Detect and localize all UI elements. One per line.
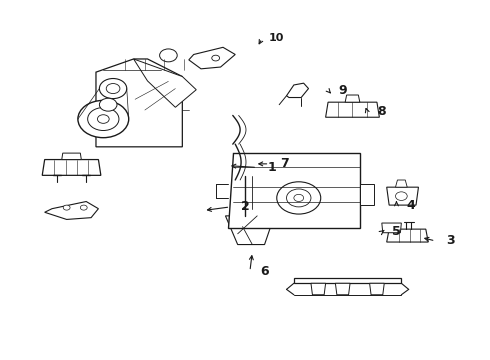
Polygon shape: [238, 158, 257, 176]
Circle shape: [395, 192, 407, 201]
Text: 1: 1: [268, 161, 276, 174]
Polygon shape: [62, 153, 81, 159]
Polygon shape: [189, 47, 235, 69]
Circle shape: [80, 205, 87, 210]
Circle shape: [106, 84, 120, 94]
Polygon shape: [395, 180, 407, 187]
Circle shape: [160, 49, 177, 62]
Polygon shape: [42, 159, 101, 175]
Text: 6: 6: [260, 265, 269, 278]
Circle shape: [99, 78, 127, 99]
Polygon shape: [287, 83, 309, 98]
Circle shape: [88, 108, 119, 131]
Text: 8: 8: [377, 105, 386, 118]
Circle shape: [287, 189, 311, 207]
Polygon shape: [360, 184, 374, 205]
Text: 10: 10: [269, 33, 285, 43]
Polygon shape: [326, 102, 379, 117]
Circle shape: [99, 98, 117, 111]
Text: 2: 2: [241, 201, 249, 213]
Circle shape: [277, 182, 321, 214]
Polygon shape: [382, 223, 401, 233]
Polygon shape: [345, 95, 360, 102]
Circle shape: [212, 55, 220, 61]
Text: 3: 3: [446, 234, 455, 247]
Text: 4: 4: [407, 199, 416, 212]
Circle shape: [63, 205, 70, 210]
Polygon shape: [225, 216, 274, 244]
Text: 7: 7: [280, 157, 289, 170]
Circle shape: [78, 100, 129, 138]
Polygon shape: [45, 202, 98, 220]
Polygon shape: [311, 283, 326, 295]
Polygon shape: [387, 229, 428, 242]
Polygon shape: [134, 59, 196, 107]
Polygon shape: [294, 278, 401, 283]
Polygon shape: [96, 59, 182, 147]
Text: 9: 9: [339, 84, 347, 97]
Polygon shape: [387, 187, 418, 205]
Polygon shape: [369, 283, 384, 295]
Text: 5: 5: [392, 225, 401, 238]
Circle shape: [98, 115, 109, 123]
Circle shape: [294, 194, 304, 202]
Polygon shape: [335, 283, 350, 295]
Polygon shape: [228, 153, 360, 228]
